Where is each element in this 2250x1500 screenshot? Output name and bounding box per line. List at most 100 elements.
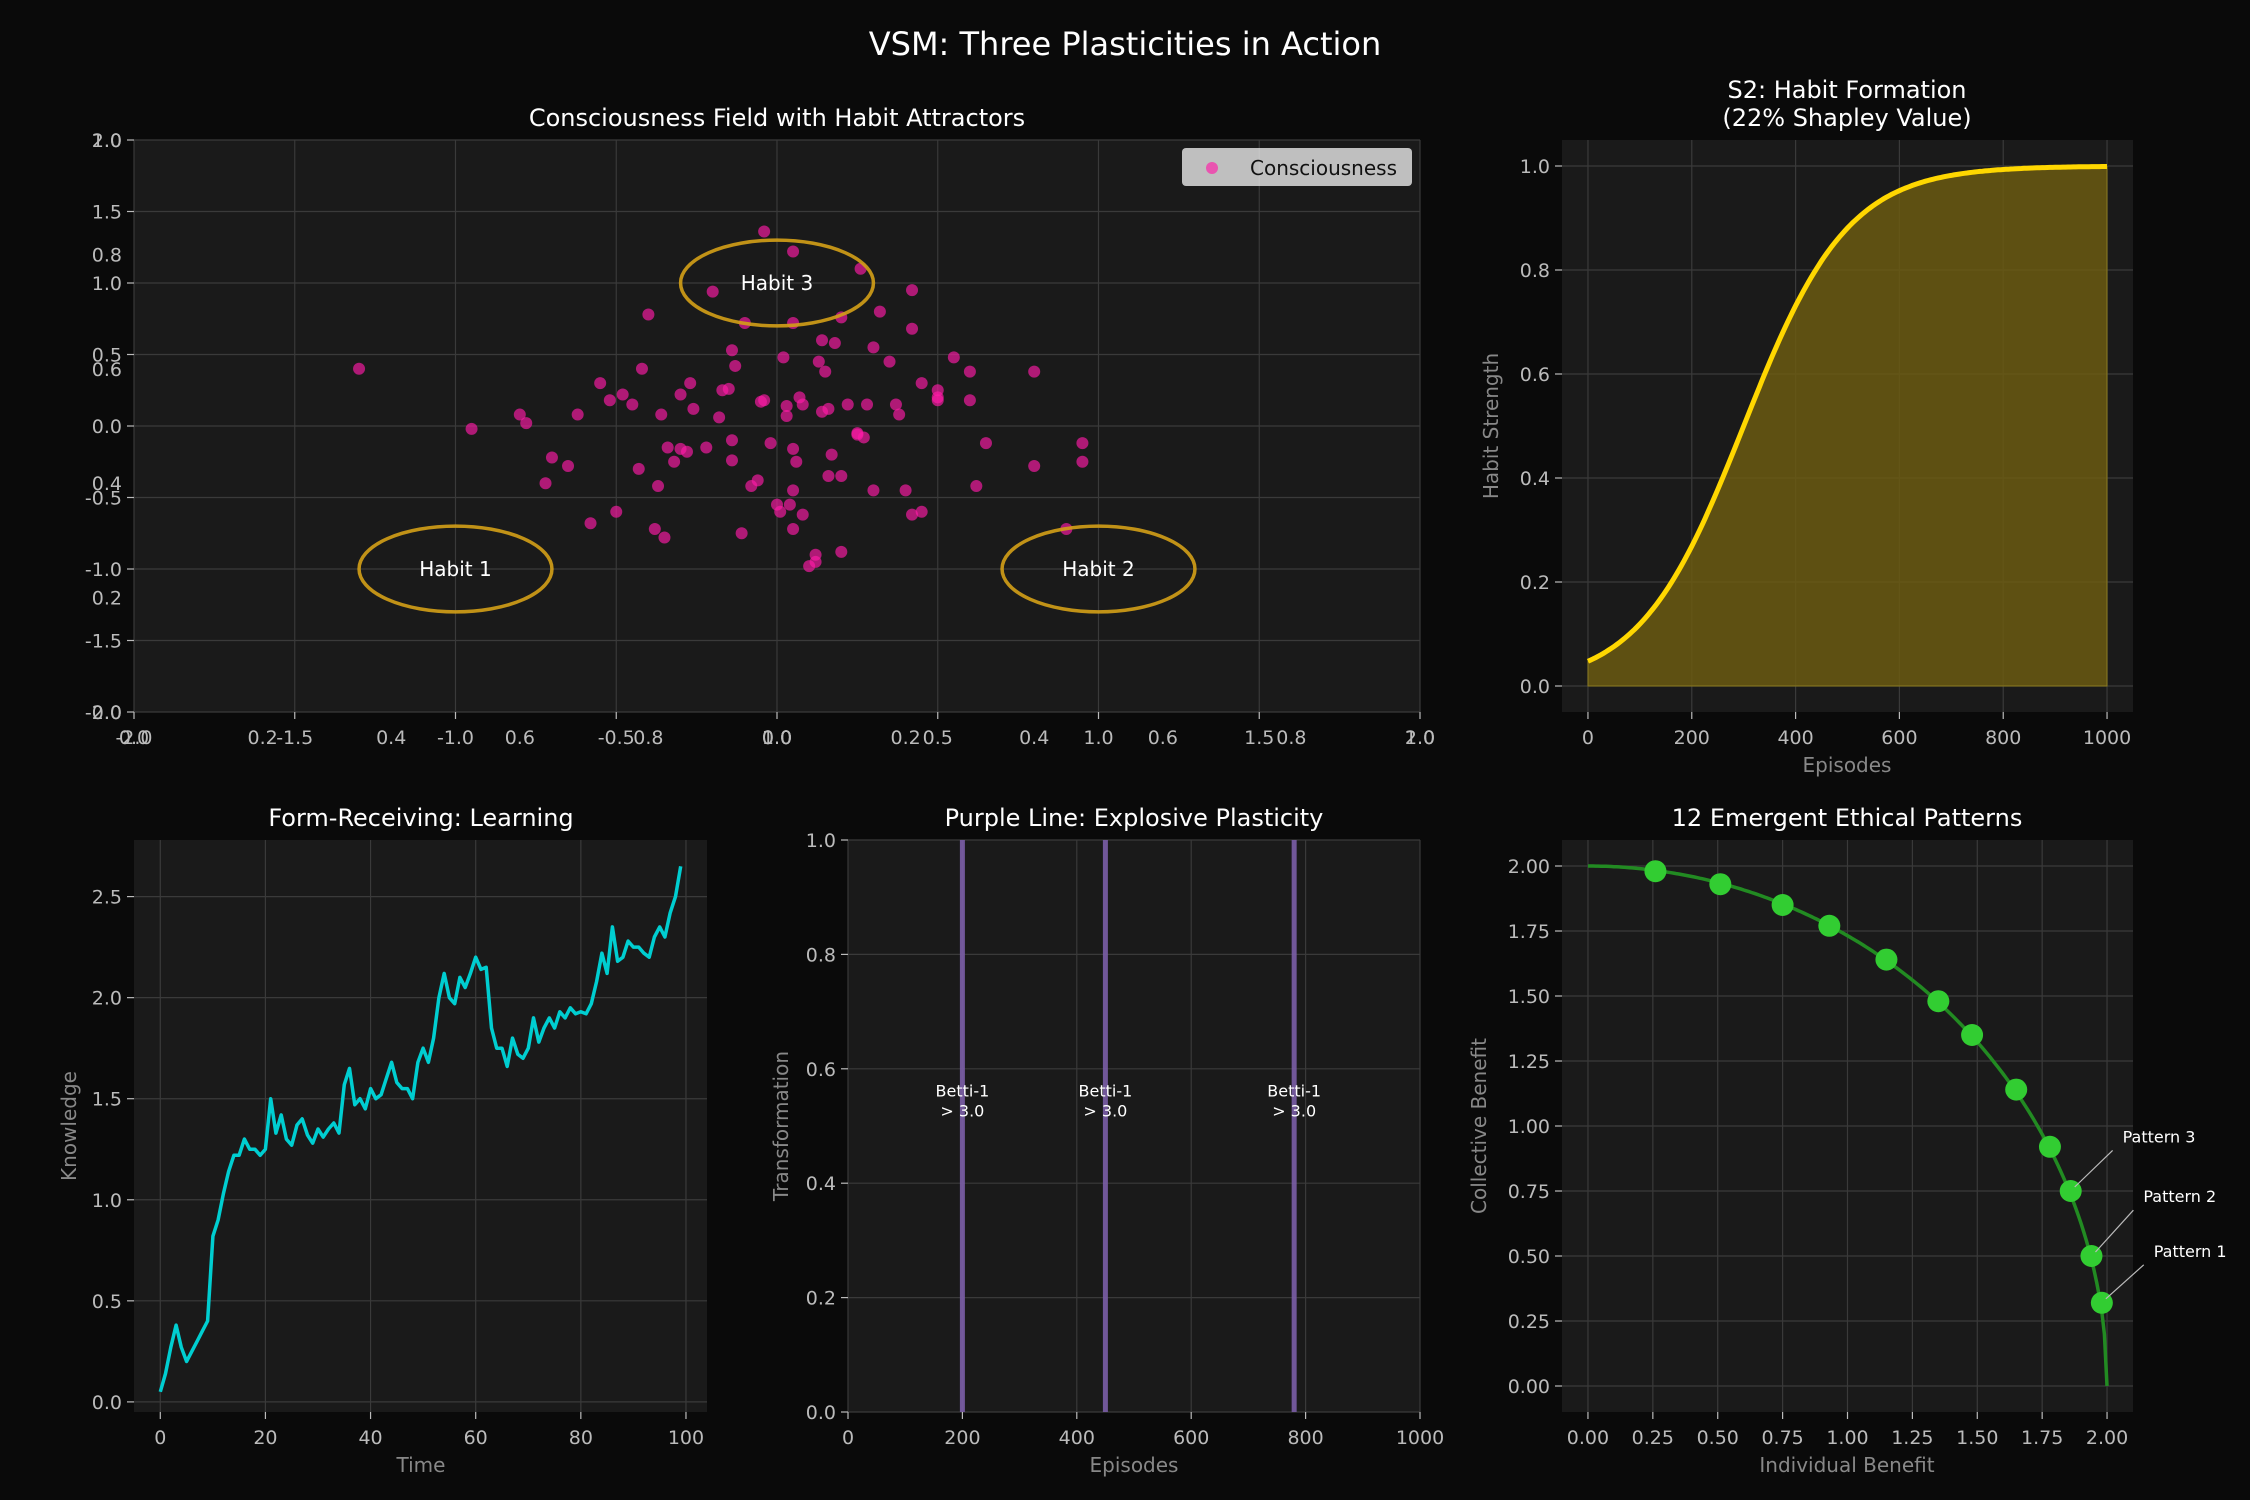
- data-point: [1028, 365, 1041, 378]
- data-point: [979, 437, 992, 450]
- y-tick-label: 1.50: [1508, 986, 1550, 1008]
- x-tick-label: -0.5: [598, 727, 635, 749]
- x-tick-label: 0.75: [1761, 1427, 1803, 1449]
- x-axis-label: Time: [396, 1453, 446, 1477]
- ethical-pattern-point: [1709, 873, 1732, 896]
- data-point: [777, 351, 790, 364]
- legend[interactable]: Consciousness: [1182, 148, 1412, 186]
- x-tick-label: 60: [464, 1427, 488, 1449]
- annotation-arrow: [2095, 1209, 2134, 1253]
- data-point: [915, 505, 928, 518]
- data-point: [353, 362, 366, 375]
- y-tick-label: 0.6: [1520, 364, 1550, 386]
- y-tick-label: 2.0: [92, 130, 122, 152]
- x-tick-label: 1.0: [1083, 727, 1113, 749]
- y-tick-label: 1.75: [1508, 921, 1550, 943]
- data-point: [780, 399, 793, 412]
- x-tick-label: 80: [569, 1427, 593, 1449]
- data-point: [687, 402, 700, 415]
- betti-label: Betti-1: [936, 1082, 990, 1101]
- y-tick-label: 1.5: [92, 1089, 122, 1111]
- data-point: [835, 545, 848, 558]
- plot-area: [134, 840, 707, 1412]
- overlay-x-tick-label: 1.0: [762, 727, 792, 749]
- x-tick-label: 600: [1173, 1427, 1209, 1449]
- attractor-label: Habit 1: [419, 557, 491, 581]
- y-tick-label: 1.25: [1508, 1051, 1550, 1073]
- figure-title: VSM: Three Plasticities in Action: [869, 25, 1382, 63]
- data-point: [906, 322, 919, 335]
- data-point: [758, 225, 771, 238]
- y-tick-label: 1.0: [806, 830, 836, 852]
- betti-label: Betti-1: [1267, 1082, 1321, 1101]
- legend-box: [1182, 148, 1412, 186]
- data-point: [545, 451, 558, 464]
- data-point: [931, 384, 944, 397]
- data-point: [562, 460, 575, 473]
- data-point: [584, 517, 597, 530]
- pattern-annotation: Pattern 2: [2143, 1187, 2216, 1206]
- y-axis-label: Habit Strength: [1479, 353, 1503, 499]
- data-point: [963, 394, 976, 407]
- data-point: [787, 442, 800, 455]
- betti-threshold-label: > 3.0: [940, 1102, 984, 1121]
- x-tick-label: 1.25: [1891, 1427, 1933, 1449]
- data-point: [754, 395, 767, 408]
- x-tick-label: 40: [358, 1427, 382, 1449]
- data-point: [635, 362, 648, 375]
- data-point: [764, 437, 777, 450]
- overlay-x-tick-label: 0.8: [633, 727, 663, 749]
- panel-title: S2: Habit Formation: [1727, 76, 1966, 104]
- x-tick-label: 0: [154, 1427, 166, 1449]
- x-tick-label: 200: [944, 1427, 980, 1449]
- panel-title: 12 Emergent Ethical Patterns: [1672, 804, 2023, 832]
- overlay-x-tick-label-right: 0.2: [890, 727, 920, 749]
- data-point: [706, 285, 719, 298]
- x-axis-label: Episodes: [1803, 753, 1892, 777]
- x-tick-label: 800: [1287, 1427, 1323, 1449]
- ethical-pattern-point: [1927, 990, 1950, 1013]
- y-tick-label: 1.0: [92, 1190, 122, 1212]
- ethical-pattern-point: [1818, 914, 1841, 937]
- panel-learning: 0 20 40 60 80 100 0.0 0.5 1.0 1.5 2.0 2.5 Form-Rece…: [57, 804, 707, 1477]
- y-tick-label: 0.4: [1520, 468, 1550, 490]
- data-point: [632, 462, 645, 475]
- data-point: [652, 480, 665, 493]
- y-tick-label: 0.2: [1520, 572, 1550, 594]
- legend-marker: [1206, 162, 1218, 174]
- x-tick-label: 0.0: [762, 727, 792, 749]
- x-tick-label: 0.5: [923, 727, 953, 749]
- overlay-y-tick-label: 0.6: [92, 359, 122, 381]
- x-tick-label: 600: [1881, 727, 1917, 749]
- data-point: [700, 441, 713, 454]
- y-tick-label: 0.0: [1520, 676, 1550, 698]
- y-tick-label: 1.5: [92, 202, 122, 224]
- data-point: [513, 408, 526, 421]
- y-axis-label: Collective Benefit: [1467, 1038, 1491, 1214]
- overlay-x-tick-label: 0.2: [247, 727, 277, 749]
- data-point: [539, 477, 552, 490]
- y-tick-label: 0.0: [806, 1402, 836, 1424]
- overlay-y-tick-label: 0.4: [92, 473, 122, 495]
- data-point: [893, 408, 906, 421]
- data-point: [725, 344, 738, 357]
- y-tick-label: 0.8: [806, 944, 836, 966]
- x-tick-label: 1000: [2083, 727, 2131, 749]
- data-point: [787, 522, 800, 535]
- ticks: 0 20 40 60 80 100 0.0 0.5 1.0 1.5 2.0 2.5: [92, 887, 704, 1449]
- data-point: [661, 441, 674, 454]
- panel-title: Consciousness Field with Habit Attractor…: [529, 104, 1025, 132]
- data-point: [819, 365, 832, 378]
- data-point: [735, 527, 748, 540]
- y-tick-label: 0.50: [1508, 1246, 1550, 1268]
- data-point: [722, 382, 735, 395]
- overlay-x-tick-label: 0.6: [505, 727, 535, 749]
- y-tick-label: 0.25: [1508, 1311, 1550, 1333]
- x-tick-label: 0.25: [1632, 1427, 1674, 1449]
- panel-consciousness: -2.0 -1.5 -1.0 -0.5 0.0 0.5 1.0 1.5 2.0 -2.0 -1.5 -…: [85, 104, 1435, 749]
- ticks: -2.0 -1.5 -1.0 -0.5 0.0 0.5 1.0 1.5 2.0 -2.0 -1.5 -…: [85, 130, 1435, 749]
- ethical-pattern-point: [2005, 1078, 2028, 1101]
- data-point: [906, 508, 919, 521]
